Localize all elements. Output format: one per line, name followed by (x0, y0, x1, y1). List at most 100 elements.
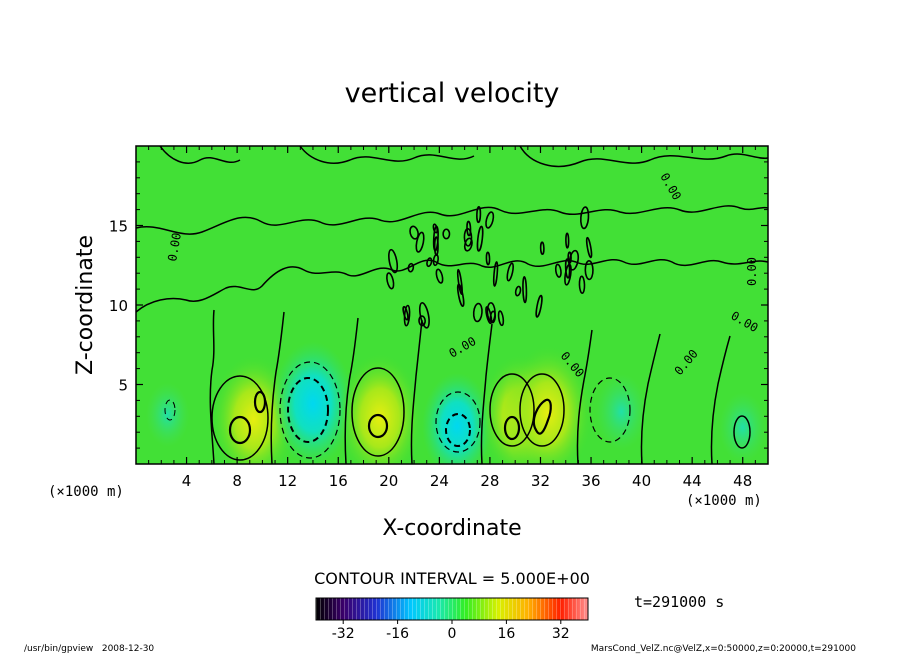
colorbar-stripes (316, 598, 588, 620)
contour-line (519, 373, 565, 447)
contour-line (253, 390, 267, 414)
contour-line (279, 361, 341, 459)
y-tick-label: 15 (109, 218, 128, 236)
x-axis-label: X-coordinate (382, 516, 521, 541)
eddy-contour (472, 302, 483, 323)
x-tick-label: 32 (531, 472, 550, 490)
eddy-contour (489, 310, 497, 324)
contour-line (640, 333, 661, 464)
x-tick-label: 24 (430, 472, 449, 490)
field-feature (337, 352, 423, 464)
x-axis: 4 8 12 16 20 24 28 32 36 40 44 48 (148, 146, 756, 490)
x-tick-label: 8 (232, 472, 242, 490)
eddy-contour (485, 211, 495, 229)
eddy-contour (402, 305, 409, 321)
x-tick-label: 36 (581, 472, 600, 490)
eddy-contour (476, 205, 482, 224)
eddy-contour (388, 248, 399, 274)
colorbar-tick-label: -32 (332, 626, 355, 642)
eddy-contour (466, 220, 472, 237)
footer-right: MarsCond_VelZ.nc@VelZ,x=0:50000,z=0:2000… (591, 644, 856, 654)
eddy-contour (456, 268, 463, 295)
eddy-contour (456, 283, 465, 307)
contour-line (136, 259, 768, 313)
colorbar-tick-label: 32 (552, 626, 570, 642)
contour-line (435, 391, 481, 453)
eddy-contour (554, 263, 562, 278)
eddy-contour (432, 225, 439, 252)
contour-line (489, 373, 535, 447)
x-tick-label: 16 (329, 472, 348, 490)
eddy-contour (415, 231, 425, 253)
eddy-contour (579, 206, 590, 230)
field-feature (719, 392, 767, 463)
eddy-contour (386, 272, 395, 290)
colorbar: -32 -16 0 16 32 (315, 597, 589, 642)
y-tick-label: 5 (118, 377, 128, 395)
small-eddy-contours (386, 205, 594, 329)
eddy-contour (485, 251, 491, 266)
colorbar-tick-label: 16 (497, 626, 515, 642)
eddy-contour (578, 275, 586, 294)
contour-line (710, 335, 731, 464)
field-feature (272, 341, 354, 464)
negative-contours (164, 361, 631, 459)
x-tick-label: 40 (632, 472, 651, 490)
chart-title: vertical velocity (345, 78, 560, 109)
eddy-contour (567, 251, 572, 264)
colorbar-tick-label: -16 (386, 626, 409, 642)
contour-lines (136, 146, 768, 464)
contour-line (287, 377, 329, 443)
contour-line (228, 415, 252, 445)
x-tick-label: 48 (733, 472, 752, 490)
eddy-contour (585, 236, 593, 259)
plot-area: 0.00 0.00 0.00 0.00 0.00 0.00 0.00 (136, 146, 768, 464)
eddy-contour (506, 262, 514, 282)
contour-line (589, 377, 631, 443)
zero-contour-label: 0.00 (165, 232, 184, 263)
x-axis-unit: (×1000 m) (686, 493, 762, 509)
time-label: t=291000 s (634, 593, 724, 611)
contour-line (159, 146, 241, 164)
contour-line (351, 367, 405, 457)
contour-interval: CONTOUR INTERVAL = 5.000E+00 (314, 569, 590, 588)
contour-line (270, 311, 285, 464)
field-feature (146, 382, 190, 447)
eddy-contour (535, 294, 543, 318)
eddy-contour (409, 225, 419, 240)
contour-line (164, 399, 176, 421)
zero-contour-label: 0.00 (745, 257, 759, 286)
y-axis: 5 10 15 (109, 161, 768, 449)
y-axis-unit: (×1000 m) (48, 484, 124, 500)
contour-line (136, 205, 768, 235)
contour-line (445, 413, 471, 447)
colorbar-ticks: -32 -16 0 16 32 (332, 620, 570, 642)
contour-line (519, 146, 768, 168)
eddy-contour (432, 253, 439, 267)
eddy-contour (492, 261, 499, 287)
x-tick-label: 28 (480, 472, 499, 490)
eddy-contour (514, 285, 522, 297)
eddy-contour (476, 225, 484, 252)
eddy-contour (565, 232, 570, 249)
eddy-contour (522, 275, 528, 304)
x-tick-label: 20 (379, 472, 398, 490)
eddy-contour (407, 262, 415, 273)
eddy-contour (568, 249, 580, 271)
contour-line (576, 329, 593, 464)
x-tick-label: 12 (278, 472, 297, 490)
contour-line (299, 146, 475, 164)
eddy-contour (497, 310, 505, 327)
eddy-contour (426, 257, 433, 268)
contour-line (344, 317, 359, 464)
contour-line (209, 309, 215, 464)
eddy-contour (539, 241, 545, 256)
contour-line (532, 398, 552, 435)
footer-left: /usr/bin/gpview 2008-12-30 (24, 644, 154, 654)
x-tick-label: 4 (182, 472, 192, 490)
colorbar-tick-label: 0 (448, 626, 457, 642)
eddy-contour (584, 260, 594, 281)
contour-line (410, 319, 423, 464)
contour-line (211, 375, 269, 461)
